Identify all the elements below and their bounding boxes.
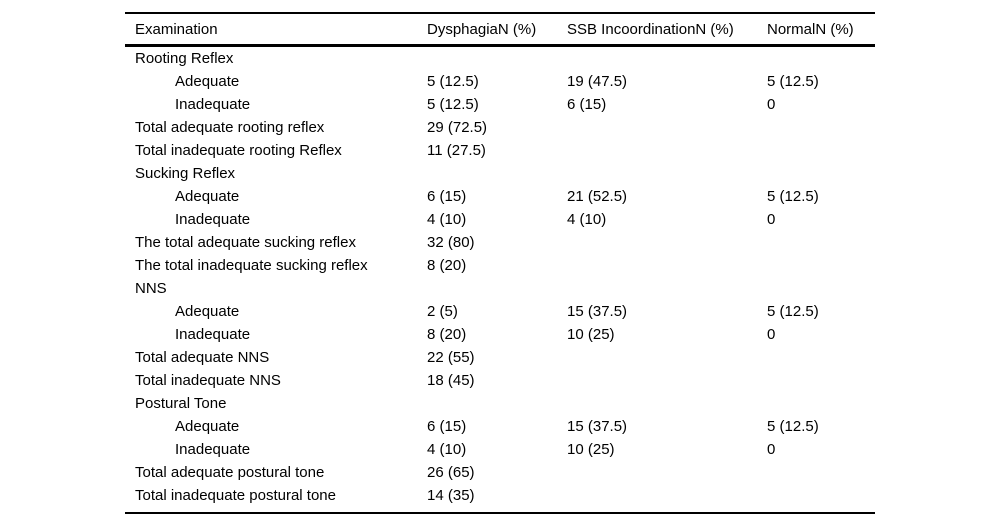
row-label: Inadequate — [175, 326, 251, 343]
row-label: Inadequate — [175, 96, 251, 113]
examination-results-table: Examination DysphagiaN (%) SSB Incoordin… — [125, 12, 875, 514]
table-body: Rooting Reflex Adequate 5 (12.5) 19 (47.… — [125, 47, 875, 514]
row-value-normal: 5 (12.5) — [767, 73, 819, 90]
row-value-dysphagia: 22 (55) — [427, 349, 475, 366]
row-value-dysphagia: 8 (20) — [427, 326, 467, 343]
table-row: Total inadequate postural tone 14 (35) — [125, 484, 875, 507]
column-header-normal: NormalN (%) — [767, 20, 854, 38]
table-row: Inadequate 8 (20) 10 (25) 0 — [125, 323, 875, 346]
row-value-dysphagia: 4 (10) — [427, 441, 467, 458]
row-value-ssb-incoordination: 10 (25) — [567, 326, 615, 343]
row-value-ssb-incoordination: 4 (10) — [567, 211, 607, 228]
row-value-normal: 0 — [767, 441, 776, 458]
row-label: Total inadequate NNS — [135, 372, 281, 389]
column-header-dysphagia: DysphagiaN (%) — [427, 20, 537, 38]
row-label: Total inadequate rooting Reflex — [135, 142, 342, 159]
row-value-ssb-incoordination: 21 (52.5) — [567, 188, 628, 205]
row-label: The total adequate sucking reflex — [135, 234, 356, 251]
table-row: Adequate 5 (12.5) 19 (47.5) 5 (12.5) — [125, 70, 875, 93]
row-label: Rooting Reflex — [135, 50, 234, 67]
row-label: Total adequate postural tone — [135, 464, 325, 481]
row-label: NNS — [135, 280, 167, 297]
table-row: Inadequate 4 (10) 10 (25) 0 — [125, 438, 875, 461]
column-header-examination: Examination — [135, 20, 218, 38]
row-value-dysphagia: 6 (15) — [427, 188, 467, 205]
table-row: Total adequate rooting reflex 29 (72.5) — [125, 116, 875, 139]
row-label: Adequate — [175, 188, 240, 205]
row-value-dysphagia: 5 (12.5) — [427, 73, 479, 90]
row-label: Inadequate — [175, 211, 251, 228]
row-label: Adequate — [175, 418, 240, 435]
row-value-dysphagia: 4 (10) — [427, 211, 467, 228]
table-row: Postural Tone — [125, 392, 875, 415]
row-value-dysphagia: 32 (80) — [427, 234, 475, 251]
row-value-dysphagia: 11 (27.5) — [427, 142, 486, 159]
row-value-normal: 5 (12.5) — [767, 303, 819, 320]
table-row: Total adequate postural tone 26 (65) — [125, 461, 875, 484]
row-value-ssb-incoordination: 15 (37.5) — [567, 303, 628, 320]
table-row: Adequate 2 (5) 15 (37.5) 5 (12.5) — [125, 300, 875, 323]
table-row: Total inadequate NNS 18 (45) — [125, 369, 875, 392]
row-value-ssb-incoordination: 19 (47.5) — [567, 73, 628, 90]
table-row: The total adequate sucking reflex 32 (80… — [125, 231, 875, 254]
table-header-row: Examination DysphagiaN (%) SSB Incoordin… — [125, 14, 875, 47]
column-header-ssb-incoordination: SSB IncoordinationN (%) — [567, 20, 734, 38]
table-row: Total inadequate rooting Reflex 11 (27.5… — [125, 139, 875, 162]
table-row: Inadequate 5 (12.5) 6 (15) 0 — [125, 93, 875, 116]
row-label: Total adequate NNS — [135, 349, 270, 366]
table-row: Sucking Reflex — [125, 162, 875, 185]
table-row: NNS — [125, 277, 875, 300]
row-value-dysphagia: 18 (45) — [427, 372, 475, 389]
row-value-ssb-incoordination: 10 (25) — [567, 441, 615, 458]
row-value-normal: 5 (12.5) — [767, 188, 819, 205]
row-value-normal: 0 — [767, 211, 776, 228]
row-value-dysphagia: 6 (15) — [427, 418, 467, 435]
table-row: Total adequate NNS 22 (55) — [125, 346, 875, 369]
row-value-ssb-incoordination: 6 (15) — [567, 96, 607, 113]
row-value-dysphagia: 5 (12.5) — [427, 96, 479, 113]
row-value-normal: 5 (12.5) — [767, 418, 819, 435]
row-label: Inadequate — [175, 441, 251, 458]
row-value-dysphagia: 26 (65) — [427, 464, 475, 481]
table-row: The total inadequate sucking reflex 8 (2… — [125, 254, 875, 277]
row-value-normal: 0 — [767, 96, 776, 113]
row-value-dysphagia: 8 (20) — [427, 257, 467, 274]
row-value-normal: 0 — [767, 326, 776, 343]
row-label: Adequate — [175, 73, 240, 90]
table-row: Adequate 6 (15) 15 (37.5) 5 (12.5) — [125, 415, 875, 438]
row-value-dysphagia: 29 (72.5) — [427, 119, 488, 136]
row-label: Adequate — [175, 303, 240, 320]
row-value-dysphagia: 2 (5) — [427, 303, 458, 320]
table-row: Adequate 6 (15) 21 (52.5) 5 (12.5) — [125, 185, 875, 208]
row-value-ssb-incoordination: 15 (37.5) — [567, 418, 628, 435]
row-label: Total inadequate postural tone — [135, 487, 336, 504]
table-row: Rooting Reflex — [125, 47, 875, 70]
row-value-dysphagia: 14 (35) — [427, 487, 475, 504]
row-label: Postural Tone — [135, 395, 227, 412]
row-label: Total adequate rooting reflex — [135, 119, 325, 136]
row-label: Sucking Reflex — [135, 165, 236, 182]
row-label: The total inadequate sucking reflex — [135, 257, 368, 274]
table-row: Inadequate 4 (10) 4 (10) 0 — [125, 208, 875, 231]
